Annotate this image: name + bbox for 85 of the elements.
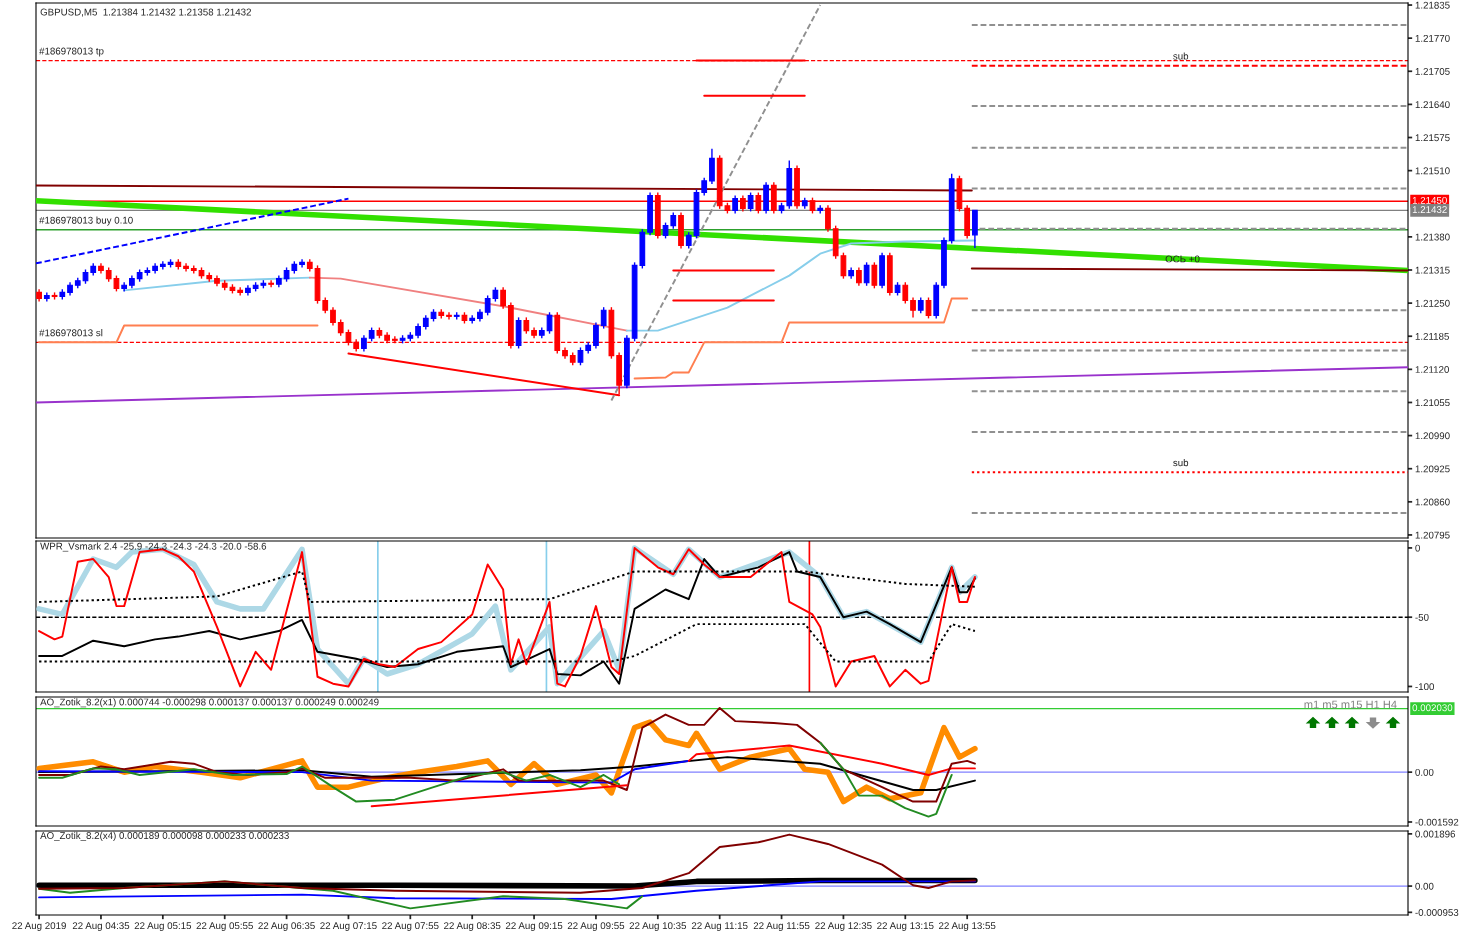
- y-tick-label: 1.21380: [1415, 233, 1450, 241]
- candlestick: [299, 258, 305, 269]
- x-tick-label: 22 Aug 05:15: [134, 922, 192, 932]
- candlestick: [709, 148, 715, 185]
- y-tick-label: 1.21640: [1415, 101, 1450, 109]
- y-tick-label: 1.21250: [1415, 299, 1450, 307]
- candlestick: [902, 281, 909, 305]
- candlestick: [871, 261, 878, 290]
- line-series: [38, 833, 976, 894]
- candlestick: [183, 262, 189, 273]
- candlestick: [237, 286, 244, 297]
- y-tick-label: -0.001592: [1415, 818, 1459, 826]
- x-tick-label: 22 Aug 11:55: [753, 922, 810, 932]
- x-tick-label: 22 Aug 04:35: [72, 922, 130, 932]
- y-tick-label: 1.20925: [1415, 465, 1450, 473]
- y-tick-label: 1.21705: [1415, 68, 1450, 75]
- chart-title: WPR_Vsmark 2.4 -25.9 -24.3 -24.3 -24.3 -20.0 -58.6: [40, 542, 267, 552]
- y-tick-label: 0.00: [1415, 882, 1434, 890]
- ref-line-label: 1.21432: [1412, 206, 1447, 213]
- candlestick: [910, 296, 916, 319]
- line-series: [633, 297, 969, 380]
- y-tick-label: -0.000953: [1415, 909, 1459, 916]
- candlestick: [863, 261, 870, 287]
- x-tick-label: 22 Aug 09:15: [505, 922, 563, 932]
- y-tick-label: -100: [1415, 683, 1435, 691]
- candlestick: [600, 306, 607, 330]
- candlestick: [593, 321, 599, 350]
- candlestick: [747, 191, 754, 213]
- line-series: [38, 765, 621, 803]
- annotation: #186978013 buy 0.10: [39, 216, 133, 226]
- candlestick: [268, 279, 274, 289]
- y-tick-label: 1.21770: [1415, 34, 1450, 42]
- x-tick-label: 22 Aug 07:15: [320, 922, 377, 932]
- x-tick-label: 22 Aug 12:35: [815, 922, 872, 932]
- y-tick-label: 0.00: [1415, 768, 1434, 776]
- y-tick-label: 0: [1415, 544, 1420, 552]
- x-tick-label: 22 Aug 13:55: [939, 922, 996, 932]
- x-tick-label: 22 Aug 06:35: [258, 922, 315, 932]
- y-tick-label: 1.21120: [1415, 366, 1449, 373]
- chart-title: GBPUSD,M5 1.21384 1.21432 1.21358 1.21432: [40, 8, 251, 17]
- candlestick: [469, 314, 476, 325]
- y-tick-label: 1.21185: [1415, 332, 1449, 340]
- chart-title: AO_Zotik_8.2(x4) 0.000189 0.000098 0.000233 0.000233: [40, 831, 289, 841]
- ref-line-label: 1.21450: [1412, 196, 1447, 204]
- ref-line-label: 0.002030: [1412, 704, 1453, 712]
- line-series: [38, 706, 976, 803]
- x-tick-label: 22 Aug 13:15: [877, 922, 934, 932]
- x-tick-label: 22 Aug 08:35: [444, 922, 501, 932]
- y-tick-label: 1.21575: [1415, 134, 1450, 142]
- candlestick: [856, 266, 862, 287]
- annotation: sub: [1173, 52, 1189, 60]
- annotation: sub: [1173, 459, 1189, 467]
- annotation: ОСЬ +0: [1165, 255, 1200, 263]
- x-tick-label: 22 Aug 2019: [12, 922, 66, 932]
- y-tick-label: 0.001896: [1415, 830, 1456, 838]
- line-series: [687, 744, 976, 776]
- candlestick: [825, 204, 831, 233]
- y-tick-label: 1.20860: [1415, 498, 1450, 506]
- line-series: [308, 276, 628, 332]
- candlestick: [546, 311, 553, 335]
- annotation: m1 m5 m15 H1 H4: [1304, 700, 1397, 709]
- x-tick-label: 22 Aug 05:55: [196, 922, 253, 932]
- x-tick-label: 22 Aug 07:55: [382, 922, 439, 932]
- y-tick-label: -50: [1415, 613, 1429, 621]
- y-tick-label: 1.21315: [1415, 266, 1450, 274]
- line-series: [625, 239, 976, 332]
- candlestick: [43, 291, 50, 303]
- x-tick-label: 22 Aug 11:15: [691, 922, 748, 932]
- annotation: #186978013 sl: [39, 329, 103, 337]
- y-tick-label: 1.20990: [1415, 432, 1450, 440]
- candlestick: [500, 286, 507, 310]
- y-tick-label: 1.21510: [1415, 167, 1450, 175]
- y-tick-label: 1.20795: [1415, 531, 1450, 539]
- x-tick-label: 22 Aug 10:35: [629, 922, 687, 932]
- candlestick: [159, 260, 166, 271]
- line-series: [38, 759, 690, 784]
- y-tick-label: 1.21055: [1415, 399, 1450, 407]
- candlestick: [446, 311, 452, 321]
- line-series: [819, 741, 953, 818]
- annotation: #186978013 tp: [39, 47, 104, 57]
- chart-title: AO_Zotik_8.2(x1) 0.000744 -0.000298 0.000137 0.000137 0.000249 0.000249: [40, 698, 379, 708]
- x-tick-label: 22 Aug 09:55: [567, 922, 625, 932]
- candlestick: [330, 306, 336, 327]
- y-tick-label: 1.21835: [1415, 1, 1450, 9]
- line-series: [38, 880, 976, 900]
